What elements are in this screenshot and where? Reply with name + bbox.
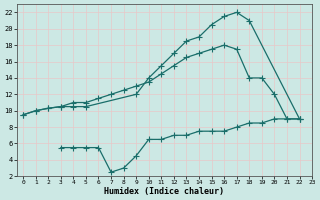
X-axis label: Humidex (Indice chaleur): Humidex (Indice chaleur): [104, 187, 224, 196]
